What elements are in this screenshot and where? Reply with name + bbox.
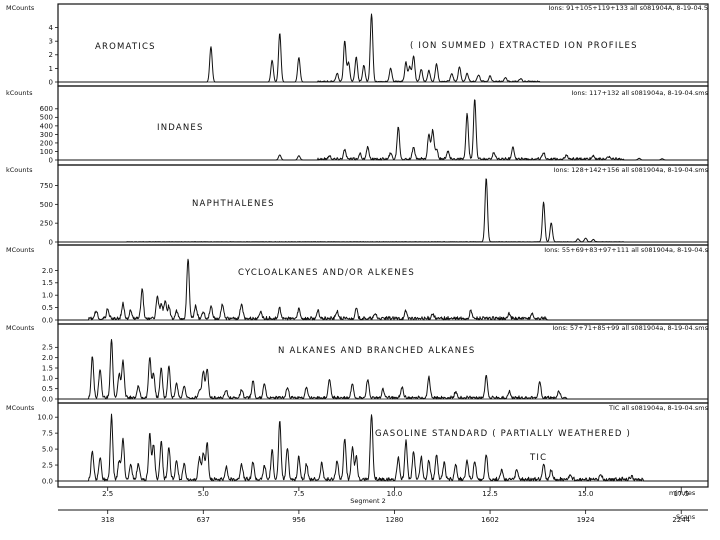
x-tick-label: 2.5 (102, 490, 113, 498)
x-axis-label: minutes (669, 489, 696, 497)
y-tick-label: 1 (49, 65, 53, 73)
scan-tick-label: 2244 (672, 516, 690, 524)
panel-frame (57, 164, 709, 246)
y-tick-label: 2.0 (42, 267, 53, 275)
panel-n-alkanes-title: N ALKANES AND BRANCHED ALKANES (278, 346, 476, 356)
chromatogram-trace (58, 339, 708, 400)
panel-naphthalenes: Ions: 128+142+156 all s081904a, 8-19-04.… (6, 164, 709, 246)
panel-indanes-title: INDANES (157, 123, 204, 133)
y-tick-label: 0.0 (42, 316, 53, 324)
panel-indanes-unit: kCounts (6, 89, 33, 97)
y-tick-label: 600 (40, 105, 53, 113)
panel-aromatics-unit: MCounts (6, 4, 35, 12)
panel-naphthalenes-header: Ions: 128+142+156 all s081904a, 8-19-04.… (554, 166, 709, 174)
y-tick-label: 0.0 (42, 395, 53, 403)
x-tick-label: 7.5 (293, 490, 304, 498)
scan-axis-label: Scans (676, 513, 696, 521)
y-tick-label: 1.5 (42, 364, 53, 372)
panel-n-alkanes-header: Ions: 57+71+85+99 all s081904a, 8-19-04.… (552, 324, 708, 332)
panel-cycloalkanes-header: Ions: 55+69+83+97+111 all s081904a, 8-19… (544, 246, 708, 254)
y-tick-label: 300 (40, 131, 53, 139)
panel-aromatics-subtitle: ( ION SUMMED ) EXTRACTED ION PROFILES (410, 41, 638, 51)
scan-tick-label: 1280 (386, 516, 404, 524)
x-tick-label: 5.0 (198, 490, 209, 498)
panel-aromatics-title: AROMATICS (95, 42, 156, 52)
panel-frame (57, 85, 709, 166)
y-tick-label: 0 (49, 238, 53, 246)
chromatogram-trace (58, 178, 708, 243)
panel-cycloalkanes-title: CYCLOALKANES AND/OR ALKENES (238, 268, 415, 278)
y-tick-label: 2 (49, 51, 53, 59)
scan-tick-label: 1602 (481, 516, 499, 524)
panel-aromatics-header: Ions: 91+105+119+133 all s081904A, 8-19-… (548, 4, 708, 12)
y-tick-label: 4 (49, 24, 54, 32)
panel-tic: TIC all s081904a, 8-19-04.sms MCounts GA… (6, 402, 709, 488)
x-tick-label: 12.5 (482, 490, 498, 498)
chromatogram-trace (58, 413, 708, 482)
panel-n-alkanes: Ions: 57+71+85+99 all s081904a, 8-19-04.… (6, 323, 709, 404)
x-tick-label: 10.0 (387, 490, 403, 498)
panel-tic-header: TIC all s081904a, 8-19-04.sms (608, 404, 709, 412)
y-tick-label: 1.5 (42, 279, 53, 287)
y-tick-label: 1.0 (42, 292, 53, 300)
y-tick-label: 5.0 (42, 445, 53, 453)
y-tick-label: 400 (40, 122, 53, 130)
chromatogram-trace (58, 13, 708, 83)
panel-naphthalenes-unit: kCounts (6, 166, 33, 174)
x-tick-label: 17.5 (673, 490, 689, 498)
panel-tic-title: GASOLINE STANDARD ( PARTIALLY WEATHERED … (375, 429, 631, 439)
y-tick-label: 2.0 (42, 354, 53, 362)
y-tick-label: 250 (40, 220, 53, 228)
y-tick-label: 7.5 (42, 430, 53, 438)
scan-tick-label: 637 (197, 516, 210, 524)
x-axis: 2.5 5.0 7.5 10.0 12.5 15.0 17.5 (58, 486, 708, 498)
panel-aromatics: Ions: 91+105+119+133 all s081904A, 8-19-… (6, 3, 709, 87)
y-tick-label: 750 (40, 182, 53, 190)
y-tick-label: 0.5 (42, 385, 53, 393)
scan-tick-label: 956 (292, 516, 306, 524)
scan-tick-label: 1924 (577, 516, 595, 524)
y-tick-label: 0 (49, 78, 53, 86)
y-tick-label: 100 (40, 148, 53, 156)
y-tick-label: 2.5 (42, 461, 53, 469)
y-tick-label: 10.0 (37, 414, 53, 422)
panel-indanes-header: Ions: 117+132 all s081904a, 8-19-04.sms (572, 89, 709, 97)
panel-cycloalkanes-unit: MCounts (6, 246, 35, 254)
y-tick-label: 200 (40, 139, 53, 147)
y-tick-label: 0.5 (42, 304, 53, 312)
panel-tic-unit: MCounts (6, 404, 35, 412)
panel-tic-subtitle: TIC (529, 453, 547, 463)
panel-indanes: Ions: 117+132 all s081904a, 8-19-04.sms … (6, 85, 709, 166)
scan-axis: 318 637 956 1280 1602 1924 2244 (58, 509, 708, 524)
scan-tick-label: 318 (101, 516, 114, 524)
panel-cycloalkanes: Ions: 55+69+83+97+111 all s081904a, 8-19… (6, 244, 709, 325)
panel-frame (57, 402, 709, 488)
panel-n-alkanes-unit: MCounts (6, 324, 35, 332)
panel-naphthalenes-title: NAPHTHALENES (192, 199, 275, 209)
y-tick-label: 2.5 (42, 344, 53, 352)
y-tick-label: 500 (40, 114, 53, 122)
y-tick-label: 500 (40, 201, 53, 209)
y-tick-label: 0.0 (42, 477, 53, 485)
y-tick-label: 3 (49, 38, 53, 46)
segment-label: Segment 2 (350, 497, 385, 505)
x-tick-label: 15.0 (578, 490, 594, 498)
chromatogram-trace (58, 99, 708, 161)
chromatogram-trace (58, 258, 708, 321)
y-tick-label: 0 (49, 156, 53, 164)
y-tick-label: 1.0 (42, 375, 53, 383)
